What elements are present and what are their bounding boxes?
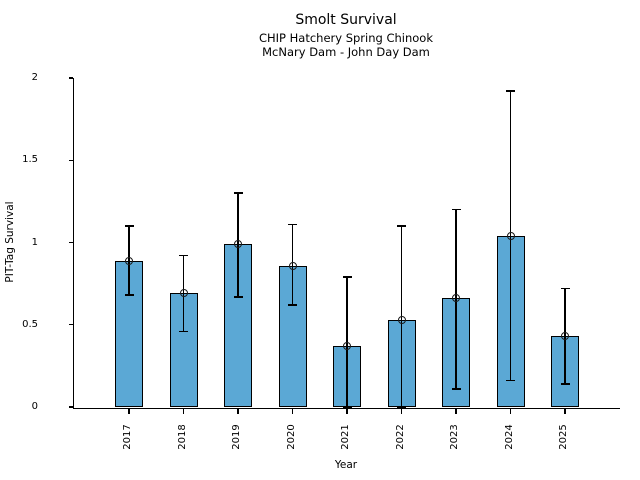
error-bar-cap: [233, 296, 243, 298]
x-tick-label: 2019: [231, 424, 242, 450]
error-bar-cap: [451, 388, 461, 390]
error-bar-cap: [233, 192, 243, 194]
data-point-marker-icon: [506, 231, 515, 240]
x-tick-label: 2025: [558, 424, 569, 450]
chart-title: Smolt Survival: [295, 12, 397, 28]
y-tick-label: 1: [31, 236, 38, 248]
error-bar-cap: [560, 287, 570, 290]
error-bar-cap: [397, 225, 406, 227]
data-point-marker-icon: [288, 261, 297, 270]
x-axis-tick: [346, 409, 348, 415]
error-bar-line: [346, 277, 348, 407]
y-axis-tick: [69, 406, 73, 408]
x-tick-label: 2023: [449, 424, 460, 450]
x-axis-tick: [291, 409, 294, 415]
error-bar-cap: [506, 379, 515, 382]
x-tick-label: 2020: [285, 424, 297, 450]
x-tick-label: 2017: [122, 424, 133, 450]
chart-subtitle-line2: McNary Dam - John Day Dam: [262, 45, 430, 59]
error-bar-cap: [506, 90, 515, 92]
x-axis-tick: [182, 409, 185, 415]
data-point-marker-icon: [125, 256, 133, 265]
error-bar-cap: [342, 406, 352, 408]
y-axis-tick: [69, 159, 73, 161]
error-bar-cap: [288, 304, 297, 306]
x-tick-label: 2022: [394, 424, 406, 450]
x-axis-tick: [455, 409, 457, 415]
y-tick-label: 0: [31, 401, 38, 412]
x-tick-label: 2021: [340, 424, 351, 450]
y-axis-tick: [69, 241, 73, 244]
plot-area: [69, 77, 620, 415]
x-axis-tick: [400, 409, 403, 415]
error-bar-cap: [124, 225, 134, 227]
y-tick-label: 0.5: [22, 318, 38, 330]
data-point-marker-icon: [561, 332, 569, 341]
error-bar-cap: [397, 406, 406, 408]
data-point-marker-icon: [343, 342, 351, 351]
error-bar-cap: [342, 276, 352, 278]
error-bar-cap: [288, 223, 297, 226]
error-bar-cap: [179, 330, 188, 333]
error-bar-cap: [179, 254, 188, 257]
y-axis-tick: [69, 77, 73, 79]
x-axis-tick: [237, 409, 239, 415]
x-axis-tick: [564, 409, 566, 415]
y-tick-label: 2: [31, 72, 38, 83]
data-point-marker-icon: [397, 315, 406, 324]
chart-subtitle-line1: CHIP Hatchery Spring Chinook: [258, 31, 434, 45]
data-point-marker-icon: [234, 240, 242, 249]
y-axis-tick: [69, 324, 73, 326]
x-tick-label: 2018: [176, 424, 188, 450]
x-axis-label: Year: [334, 459, 358, 471]
error-bar-cap: [560, 383, 570, 385]
error-bar-cap: [451, 208, 461, 211]
x-tick-label: 2024: [503, 424, 515, 450]
y-tick-label: 1.5: [22, 154, 38, 166]
error-bar-cap: [124, 294, 134, 296]
data-point-marker-icon: [452, 294, 460, 303]
x-axis-tick: [128, 409, 130, 415]
x-axis-tick: [509, 409, 512, 415]
data-point-marker-icon: [179, 289, 188, 298]
